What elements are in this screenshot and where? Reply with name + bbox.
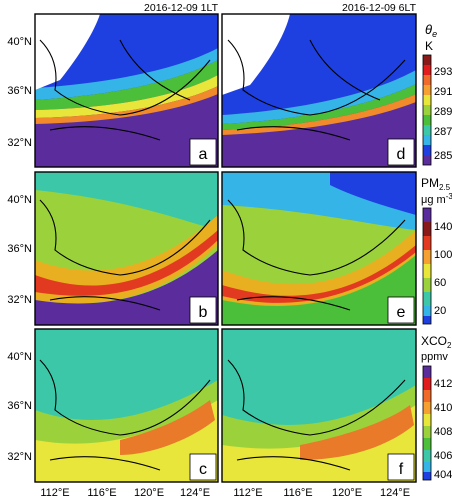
time-title-left: 2016-12-09 1LT <box>144 2 219 14</box>
panel-label-c: c <box>199 461 207 478</box>
svg-text:116°E: 116°E <box>283 487 312 499</box>
colorbar-unit-pm25: μg m-3 <box>421 192 452 206</box>
svg-text:120°E: 120°E <box>332 487 362 499</box>
panel-label-f: f <box>399 461 404 478</box>
svg-text:404: 404 <box>434 469 452 481</box>
panel-label-b: b <box>199 304 208 321</box>
svg-text:291: 291 <box>434 86 452 98</box>
svg-text:287: 287 <box>434 126 452 138</box>
svg-text:120°E: 120°E <box>134 487 164 499</box>
panel-labels: a d b e c f <box>189 138 415 481</box>
svg-text:406: 406 <box>434 450 452 462</box>
svg-text:124°E: 124°E <box>380 487 410 499</box>
svg-text:100: 100 <box>434 249 452 261</box>
svg-text:40°N: 40°N <box>7 36 32 48</box>
panel-d <box>222 14 416 167</box>
svg-text:40°N: 40°N <box>7 351 32 363</box>
svg-text:124°E: 124°E <box>180 487 210 499</box>
panel-b <box>35 172 218 325</box>
svg-text:112°E: 112°E <box>40 487 69 499</box>
panel-e <box>222 172 416 325</box>
panel-label-d: d <box>397 146 406 163</box>
svg-text:32°N: 32°N <box>7 451 32 463</box>
panel-f <box>222 329 416 482</box>
colorbar-title-theta-e: θe <box>425 22 437 39</box>
svg-text:289: 289 <box>434 106 452 118</box>
svg-text:116°E: 116°E <box>87 487 116 499</box>
svg-text:140: 140 <box>434 221 452 233</box>
svg-text:410: 410 <box>434 402 452 414</box>
svg-text:112°E: 112°E <box>233 487 262 499</box>
svg-text:32°N: 32°N <box>7 294 32 306</box>
panel-label-a: a <box>199 146 208 163</box>
svg-text:293: 293 <box>434 66 452 78</box>
colorbar-unit-theta-e: K <box>425 39 433 53</box>
svg-text:412: 412 <box>434 378 452 390</box>
svg-text:36°N: 36°N <box>7 243 32 255</box>
svg-text:36°N: 36°N <box>7 85 32 97</box>
svg-text:20: 20 <box>434 305 446 317</box>
lon-ticks: 112°E 116°E 120°E 124°E 112°E 116°E 120°… <box>40 487 410 499</box>
lat-ticks: 40°N 36°N 32°N 40°N 36°N 32°N 40°N 36°N … <box>7 36 32 463</box>
panel-c <box>35 329 218 482</box>
panel-a <box>35 14 218 167</box>
svg-text:60: 60 <box>434 277 446 289</box>
svg-text:36°N: 36°N <box>7 400 32 412</box>
colorbar-pm25: PM2.5 μg m-3 140 100 60 20 <box>421 176 452 325</box>
svg-text:32°N: 32°N <box>7 137 32 149</box>
panel-label-e: e <box>397 304 406 321</box>
time-title-right: 2016-12-09 6LT <box>342 2 417 14</box>
colorbar-theta-e: θe K 293 291 289 287 285 <box>422 22 452 166</box>
colorbar-title-pm25: PM2.5 <box>421 176 451 192</box>
svg-text:285: 285 <box>434 150 452 162</box>
svg-text:408: 408 <box>434 426 452 438</box>
panel-frames <box>34 13 417 483</box>
colorbar-title-xco2: XCO2 <box>421 334 452 350</box>
colorbar-unit-xco2: ppmv <box>421 351 448 363</box>
svg-text:40°N: 40°N <box>7 194 32 206</box>
colorbar-xco2: XCO2 ppmv 412 410 408 406 404 <box>421 334 452 481</box>
